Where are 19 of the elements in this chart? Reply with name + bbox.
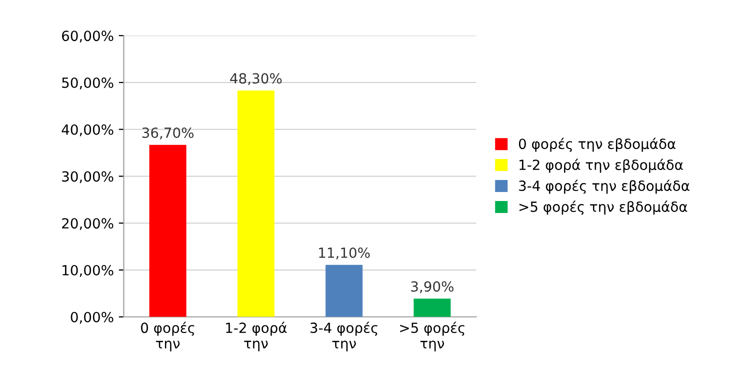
data-label: 48,30%	[230, 73, 282, 86]
y-tick-label: 20,00%	[62, 218, 114, 230]
x-tick-label: 1-2 φορά την	[226, 322, 287, 352]
x-tick-label: 0 φορές την	[141, 322, 194, 352]
data-label: 11,10%	[319, 247, 370, 260]
data-label: 3,90%	[411, 281, 454, 294]
y-tick-label: 30,00%	[62, 171, 114, 184]
x-tick-label: 3-4 φορές την	[310, 322, 378, 352]
y-tick-label: 60,00%	[62, 30, 114, 43]
y-tick-label: 50,00%	[62, 77, 114, 90]
y-tick-label: 10,00%	[62, 264, 114, 277]
y-tick-label: 0,00%	[70, 312, 114, 324]
x-tick-label: >5 φορές την	[400, 322, 464, 352]
legend-label: 0 φορές την εβδομάδα	[518, 138, 676, 152]
legend-label: >5 φορές την εβδομάδα	[519, 200, 688, 215]
legend-label: 3-4 φορές την εβδομάδα	[519, 180, 690, 194]
data-label: 36,70%	[142, 127, 194, 140]
legend-label: 1-2 φορά την εβδομάδα	[520, 158, 683, 173]
y-tick-label: 40,00%	[62, 124, 114, 136]
